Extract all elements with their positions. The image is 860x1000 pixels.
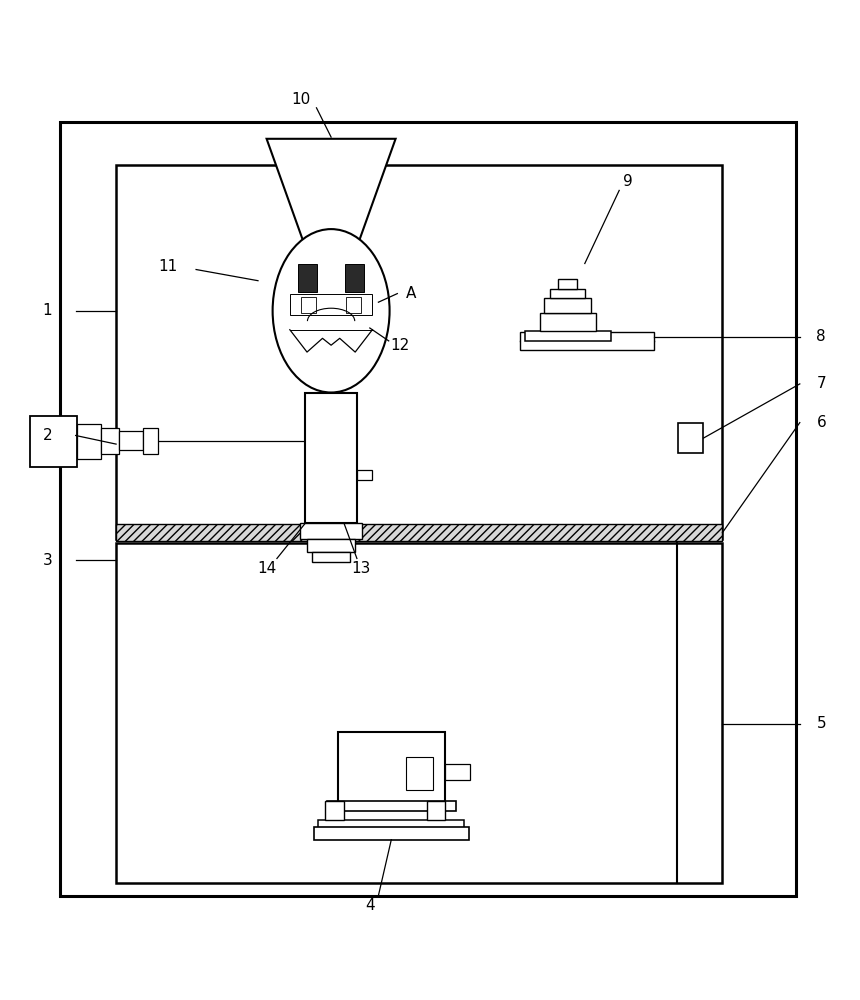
Bar — [678, 423, 703, 453]
Text: 3: 3 — [42, 553, 52, 568]
Bar — [525, 331, 611, 341]
Bar — [30, 416, 77, 467]
Bar — [116, 524, 722, 541]
Text: 10: 10 — [292, 92, 310, 107]
Bar — [357, 470, 372, 480]
Bar — [305, 393, 357, 523]
Bar — [116, 543, 722, 883]
Bar — [445, 764, 470, 780]
Bar — [406, 757, 433, 790]
Bar — [301, 297, 316, 313]
Bar — [520, 332, 654, 350]
Bar — [290, 294, 372, 315]
Bar — [346, 297, 361, 313]
Bar — [77, 424, 101, 459]
Ellipse shape — [273, 229, 390, 392]
Bar — [298, 264, 317, 292]
Bar — [544, 298, 592, 313]
Text: 4: 4 — [365, 898, 375, 913]
Bar — [116, 165, 722, 539]
Bar — [427, 801, 445, 820]
Bar — [60, 122, 796, 896]
Text: 11: 11 — [158, 259, 177, 274]
Bar — [327, 801, 456, 811]
Text: 7: 7 — [816, 376, 826, 391]
Bar — [101, 428, 119, 454]
Bar — [314, 827, 469, 840]
Bar — [318, 820, 464, 829]
Bar — [337, 732, 445, 805]
Text: 9: 9 — [623, 174, 633, 189]
Bar — [325, 801, 344, 820]
Text: 8: 8 — [816, 329, 826, 344]
Bar — [345, 264, 364, 292]
Text: 5: 5 — [816, 716, 826, 731]
Bar — [307, 539, 355, 552]
Bar — [558, 279, 577, 289]
Bar — [143, 428, 158, 454]
Bar — [312, 552, 350, 562]
Text: 1: 1 — [42, 303, 52, 318]
Bar — [119, 431, 143, 450]
Text: 14: 14 — [257, 561, 276, 576]
Text: A: A — [406, 286, 416, 301]
Text: 12: 12 — [390, 338, 409, 353]
Text: 13: 13 — [352, 561, 371, 576]
Text: 2: 2 — [42, 428, 52, 443]
Polygon shape — [267, 139, 396, 281]
Bar — [540, 313, 596, 331]
Bar — [550, 289, 585, 298]
Text: 6: 6 — [816, 415, 826, 430]
Bar — [300, 523, 362, 539]
